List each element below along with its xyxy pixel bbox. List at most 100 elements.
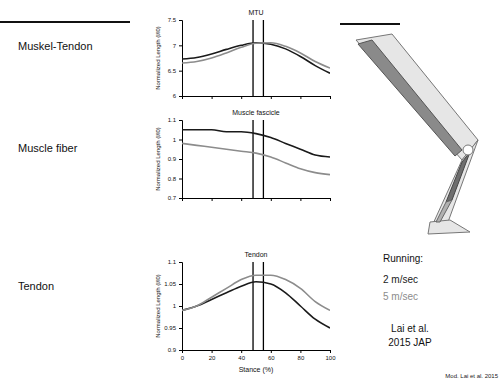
tick [182,198,183,201]
tick [241,96,242,99]
tick-mark [179,179,182,180]
tick-mark [212,350,213,353]
axis-line [183,199,331,202]
tick: 0.9 [168,347,182,353]
tick-mark [212,96,213,99]
tick-mark [179,45,182,46]
event-line [252,20,253,96]
tick [241,198,242,201]
tick [182,96,183,99]
plot-area [182,120,330,198]
row-label: Tendon [18,280,54,292]
leg-shape [428,220,470,234]
x-axis: 020406080100 [181,350,336,361]
tick-label: 1.1 [168,117,177,123]
tick-mark [300,96,301,99]
event-line [263,20,264,96]
event-line [263,120,264,198]
tick-mark [179,96,182,97]
tick [212,198,213,201]
leg-shape [446,152,470,202]
tick: 1 [173,303,182,309]
tick-label: 1.1 [168,259,177,265]
panel: Tendon0.90.9511.051.1020406080100Normali… [155,251,336,374]
slide: Muskel-Tendon Muscle fiber Tendon MTU 6 6.5 7 7… [0,0,504,384]
leg-joint [463,145,473,155]
x-axis [183,96,331,99]
tick-mark [330,96,331,99]
leg-shape [436,200,452,222]
tick-mark [241,350,242,353]
tick: 1.05 [164,281,182,287]
tick-mark [179,198,182,199]
panel: MTU 6 6.5 7 7.5 Normalized Length (l/l0) [155,9,331,99]
tick-mark [300,350,301,353]
row-label: Muscle fiber [18,142,78,154]
series-line [182,143,330,174]
y-axis-title: Normalized Length (l/l0) [155,26,161,90]
tick-label: 0.95 [164,325,176,331]
plot-area [182,262,330,350]
tick-mark [179,159,182,160]
tick-label: 7.5 [168,17,177,23]
tick-label: 1 [173,303,177,309]
tick-mark [271,198,272,201]
tick-mark [179,20,182,21]
series-line [182,282,330,328]
tick: 80 [298,350,305,361]
tick-label: 20 [209,355,216,361]
axis-line [183,97,331,100]
tick-mark [241,96,242,99]
tick: 1.1 [168,117,182,123]
citation: Lai et al. [391,323,429,334]
tick-label: 6.5 [168,68,177,74]
tick-label: 80 [298,355,305,361]
tick-label: 7 [173,43,177,49]
tick-mark [179,328,182,329]
axis-line [179,263,183,351]
tick: 6.5 [168,68,182,74]
tick-mark [330,198,331,201]
header-line [0,21,130,23]
x-axis-title: Stance (%) [239,366,274,374]
tick: 6 [173,93,182,99]
tick-mark [271,96,272,99]
series-line [182,43,330,73]
source-note: Mod. Lai et al. 2015 [445,373,498,379]
axis-line [179,21,183,97]
tick-mark [330,350,331,353]
tick-label: 40 [238,355,245,361]
tick-mark [179,306,182,307]
tick-label: 6 [173,93,177,99]
citation: 2015 JAP [388,337,432,348]
tick-mark [179,120,182,121]
background [0,0,504,384]
tick-mark [179,350,182,351]
leg-shape [358,40,462,156]
tick: 0.9 [168,156,182,162]
tick [330,96,331,99]
tick: 40 [238,350,245,361]
y-axis-title: Normalized Length (l/l0) [155,274,161,338]
tick [330,198,331,201]
leg-shape [356,34,478,160]
series-line [182,43,330,68]
panel-title: MTU [248,9,263,16]
row-label: Muskel-Tendon [18,40,93,52]
panel-title: Muscle fascicle [232,109,280,116]
y-axis: 0.70.80.911.1 [168,117,183,201]
tick [271,198,272,201]
legend-title: Running: [383,253,423,264]
tick-mark [241,198,242,201]
tick: 1 [173,137,182,143]
y-axis: 6 6.5 7 7.5 [168,17,183,99]
tick: 0 [181,350,185,361]
x-axis [183,198,331,201]
tick: 100 [325,350,336,361]
tick-label: 0.7 [168,195,177,201]
tick-mark [179,140,182,141]
tick-label: 0 [181,355,185,361]
axis-line [183,351,331,354]
leg-illustration [356,34,478,234]
tick-label: 1.05 [164,281,176,287]
